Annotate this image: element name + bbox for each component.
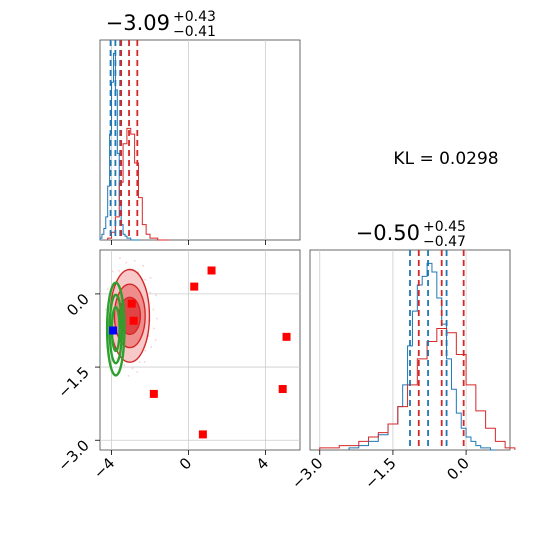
joint-layer [100,250,300,450]
title-param2: −0.50 [356,221,420,245]
joint-marker-6 [149,389,158,398]
hist2-xaxis-tick-label-1: −1.5 [361,454,399,492]
hist1-series-b [107,127,170,241]
joint-sample-24 [142,265,144,267]
joint-sample-89 [156,317,158,320]
joint-marker-3 [207,266,216,275]
tick-layer: −4 0 4 −3.0 −1.5 0.0 0.0 −1.5 −3.0 [54,240,473,493]
joint-sample-83 [123,364,125,366]
joint-sample-51 [104,308,107,311]
hist2-series-a [348,262,496,451]
joint-sample-29 [149,291,152,294]
joint-sample-32 [133,260,136,262]
joint-marker-2 [190,282,199,291]
joint-sample-37 [144,279,146,281]
joint-sample-75 [116,357,118,360]
joint-contour-a-2 [105,281,126,377]
joint-sample-8 [155,294,157,297]
joint-sample-10 [138,361,141,363]
joint-marker-5 [278,385,287,394]
joint-sample-78 [136,371,138,373]
hist2-series-b [319,327,516,450]
joint-sample-26 [148,335,150,337]
joint-sample-64 [109,299,112,301]
joint-xaxis-tick-label-1: 0 [176,454,195,473]
joint-sample-86 [143,361,146,363]
joint-marker-7 [198,430,207,439]
hist2-xaxis-tick-label-0: −3.0 [288,454,326,492]
joint-sample-54 [110,360,113,363]
joint-sample-40 [125,261,128,264]
hist-param1-layer [99,40,266,241]
title-param1-lower: −0.41 [173,24,216,40]
joint-xaxis-tick-label-2: 4 [253,454,272,473]
joint-marker-0 [127,299,136,308]
title-param2-lower: −0.47 [423,234,466,250]
joint-ytick-label-1: −1.5 [54,363,92,401]
joint-sample-16 [149,276,152,279]
joint-sample-35 [111,270,114,273]
title-param2-upper: +0.45 [423,219,466,235]
joint-sample-48 [118,270,120,272]
joint-sample-27 [119,257,121,259]
joint-sample-21 [152,308,155,311]
kl-annotation: KL = 0.0298 [393,149,498,169]
joint-sample-81 [154,339,157,341]
title-param1-upper: +0.43 [173,9,216,25]
joint-truth-marker [109,326,118,335]
joint-xaxis-tick-label-0: −4 [90,454,118,482]
panel-joint [99,249,301,451]
joint-ytick-label-2: −3.0 [54,436,92,474]
hist2-xaxis-tick-label-2: 0.0 [443,454,473,484]
joint-sample-5 [150,346,153,349]
hist1-series-a [99,52,141,241]
joint-sample-70 [127,375,130,377]
joint-sample-18 [144,349,147,352]
joint-ytick-label-0: 0.0 [63,290,93,320]
panel-hist-param1 [99,39,301,241]
joint-sample-45 [137,271,140,274]
joint-marker-1 [129,316,138,325]
title-param1: −3.09 [106,11,170,35]
joint-sample-13 [153,327,155,330]
joint-sample-43 [106,288,109,291]
joint-sample-2 [131,367,134,370]
joint-marker-4 [282,332,291,341]
hist-param2-layer [319,250,516,451]
